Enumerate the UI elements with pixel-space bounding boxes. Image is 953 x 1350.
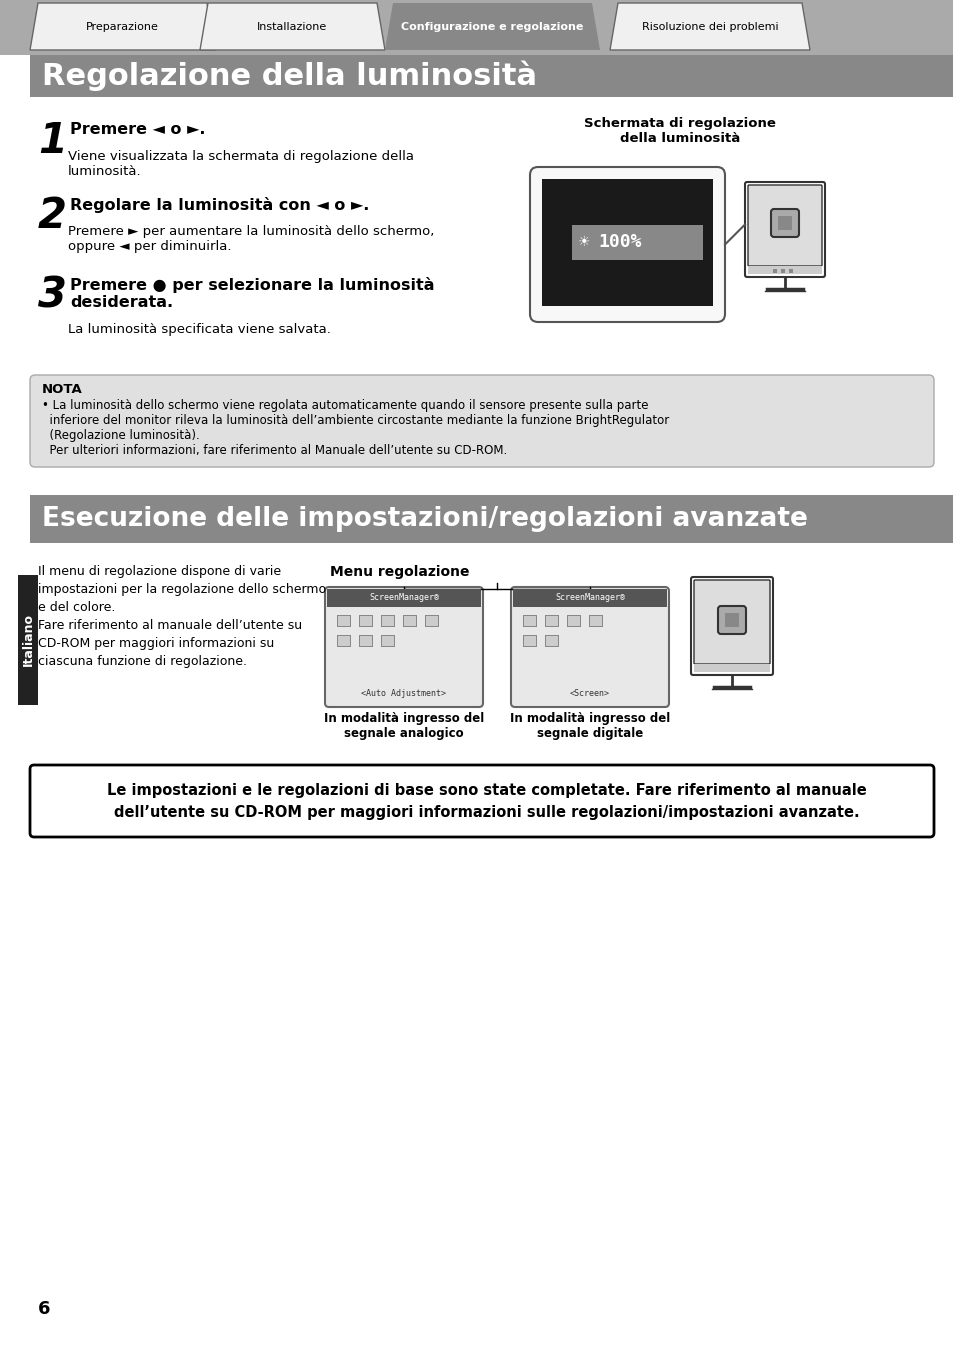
FancyBboxPatch shape [530,167,724,323]
Text: ☀: ☀ [578,235,590,248]
FancyBboxPatch shape [718,606,745,634]
Bar [513,589,666,608]
Bar [788,269,792,273]
Bar [523,616,536,626]
FancyBboxPatch shape [770,209,799,238]
Bar [359,636,372,647]
Bar [566,616,580,626]
Bar [588,616,602,626]
Text: Le impostazioni e le regolazioni di base sono state completate. Fare riferimento: Le impostazioni e le regolazioni di base… [107,783,866,798]
Polygon shape [609,3,809,50]
Bar [545,616,558,626]
Text: Installazione: Installazione [257,23,327,32]
FancyBboxPatch shape [744,182,824,277]
Bar [724,613,739,626]
Bar [327,589,480,608]
Text: Esecuzione delle impostazioni/regolazioni avanzate: Esecuzione delle impostazioni/regolazion… [42,506,807,532]
Text: In modalità ingresso del
segnale analogico: In modalità ingresso del segnale analogi… [323,711,483,740]
FancyBboxPatch shape [693,580,769,664]
FancyBboxPatch shape [511,587,668,707]
Text: ScreenManager®: ScreenManager® [369,594,438,602]
Bar [522,634,537,647]
FancyBboxPatch shape [747,185,821,266]
Polygon shape [30,3,214,50]
Bar [426,616,437,626]
Bar [402,616,416,626]
Bar [522,616,537,626]
Text: Per ulteriori informazioni, fare riferimento al Manuale dell’utente su CD-ROM.: Per ulteriori informazioni, fare riferim… [42,444,507,458]
Bar [380,634,395,647]
Bar [544,616,558,626]
Bar [30,55,953,97]
Bar [403,616,416,626]
Bar [336,616,351,626]
Text: Regolazione della luminosità: Regolazione della luminosità [42,61,537,92]
Text: Regolare la luminosità con ◄ o ►.: Regolare la luminosità con ◄ o ►. [70,197,369,213]
Bar [523,636,536,647]
Text: La luminosità specificata viene salvata.: La luminosità specificata viene salvata. [68,323,331,336]
FancyBboxPatch shape [325,587,482,707]
Text: 1: 1 [38,120,67,162]
Text: Viene visualizzata la schermata di regolazione della
luminosità.: Viene visualizzata la schermata di regol… [68,150,414,178]
Text: • La luminosità dello schermo viene regolata automaticamente quando il sensore p: • La luminosità dello schermo viene rego… [42,400,648,412]
Text: Il menu di regolazione dispone di varie
impostazioni per la regolazione dello sc: Il menu di regolazione dispone di varie … [38,566,326,668]
Bar [359,616,372,626]
Text: Premere ◄ o ►.: Premere ◄ o ►. [70,122,205,136]
Text: ScreenManager®: ScreenManager® [555,594,624,602]
Bar [781,269,784,273]
Text: Preparazione: Preparazione [86,23,159,32]
Bar [541,180,712,306]
Text: Schermata di regolazione
della luminosità: Schermata di regolazione della luminosit… [583,117,775,144]
Text: Risoluzione dei problemi: Risoluzione dei problemi [641,23,778,32]
Text: inferiore del monitor rileva la luminosità dell’ambiente circostante mediante la: inferiore del monitor rileva la luminosi… [42,414,669,427]
Bar [380,616,395,626]
Text: 3: 3 [38,275,67,317]
Bar [567,616,579,626]
Text: In modalità ingresso del
segnale digitale: In modalità ingresso del segnale digital… [509,711,669,740]
FancyBboxPatch shape [30,765,933,837]
Bar [381,636,394,647]
FancyBboxPatch shape [30,375,933,467]
Bar [572,224,702,259]
Text: Menu regolazione: Menu regolazione [330,566,469,579]
Polygon shape [200,3,385,50]
Text: Premere ● per selezionare la luminosità
desiderata.: Premere ● per selezionare la luminosità … [70,277,434,310]
Text: (Regolazione luminosità).: (Regolazione luminosità). [42,429,199,441]
Bar [337,636,350,647]
Bar [381,616,394,626]
Bar [0,0,953,55]
Bar [747,266,821,274]
FancyBboxPatch shape [690,576,772,675]
Text: dell’utente su CD-ROM per maggiori informazioni sulle regolazioni/impostazioni a: dell’utente su CD-ROM per maggiori infor… [114,806,859,821]
Bar [358,634,373,647]
Text: Italiano: Italiano [22,613,34,667]
Bar [589,616,601,626]
Bar [337,616,350,626]
Bar [544,634,558,647]
Text: Configurazione e regolazione: Configurazione e regolazione [401,23,583,32]
Bar [778,216,791,230]
Text: Premere ► per aumentare la luminosità dello schermo,
oppure ◄ per diminuirla.: Premere ► per aumentare la luminosità de… [68,225,434,252]
Text: 6: 6 [38,1300,51,1318]
Bar [336,634,351,647]
Bar [693,664,769,672]
Text: 2: 2 [38,194,67,238]
Text: 100%: 100% [598,234,640,251]
Polygon shape [385,3,599,50]
Bar [18,575,38,705]
Text: <Screen>: <Screen> [569,688,609,698]
Bar [772,269,776,273]
Bar [30,495,953,543]
Bar [424,616,438,626]
Text: <Auto Adjustment>: <Auto Adjustment> [361,688,446,698]
Bar [358,616,373,626]
Bar [545,636,558,647]
Text: NOTA: NOTA [42,383,83,396]
